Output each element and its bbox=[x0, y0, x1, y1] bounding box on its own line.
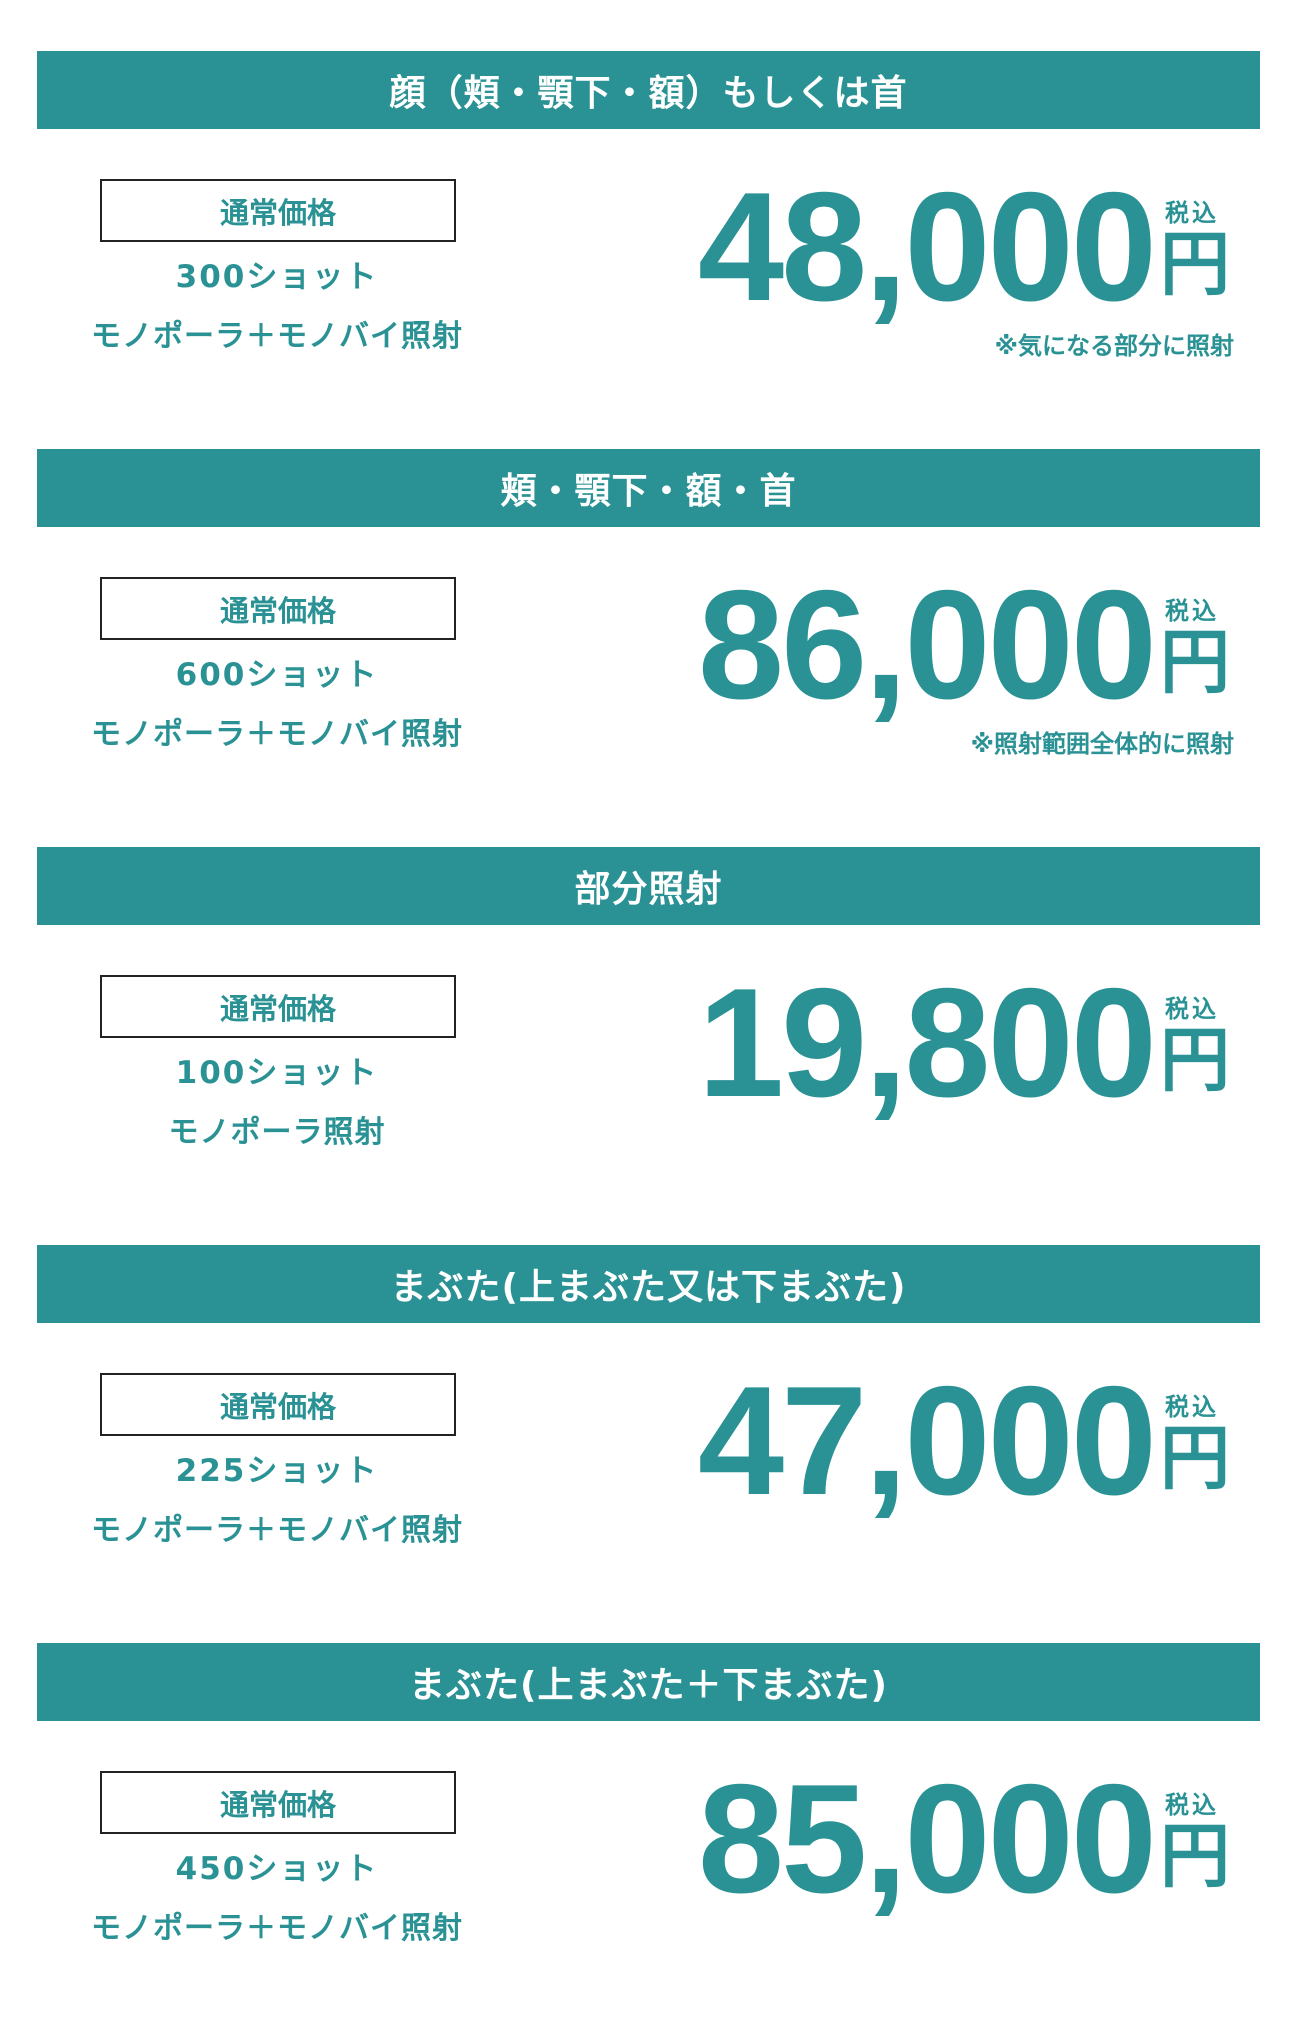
regular-price-label: 通常価格 bbox=[100, 1373, 456, 1436]
price-section: まぶた(上まぶた＋下まぶた) 通常価格 450ショット モノポーラ＋モノバイ照射… bbox=[0, 1643, 1299, 2040]
price-note: ※気になる部分に照射 bbox=[994, 332, 1234, 360]
plan-title: まぶた(上まぶた又は下まぶた) bbox=[37, 1245, 1260, 1323]
tax-included-label: 税込 bbox=[1165, 199, 1219, 227]
yen-unit: 円 bbox=[1160, 1417, 1230, 1499]
yen-unit: 円 bbox=[1160, 1019, 1230, 1101]
irradiation-method: モノポーラ＋モノバイ照射 bbox=[91, 319, 463, 354]
price-section: 部分照射 通常価格 100ショット モノポーラ照射 19,800 税込 円 bbox=[0, 847, 1299, 1244]
irradiation-method: モノポーラ照射 bbox=[168, 1115, 386, 1150]
price-section: 頬・顎下・額・首 通常価格 600ショット モノポーラ＋モノバイ照射 86,00… bbox=[0, 449, 1299, 846]
plan-title: 頬・顎下・額・首 bbox=[37, 449, 1260, 527]
plan-title: 部分照射 bbox=[37, 847, 1260, 925]
irradiation-method: モノポーラ＋モノバイ照射 bbox=[91, 1513, 463, 1548]
price-note: ※照射範囲全体的に照射 bbox=[970, 730, 1234, 758]
shot-count: 225ショット bbox=[175, 1453, 379, 1489]
plan-title: まぶた(上まぶた＋下まぶた) bbox=[37, 1643, 1260, 1721]
yen-unit: 円 bbox=[1160, 223, 1230, 305]
price-amount: 48,000 bbox=[697, 160, 1157, 333]
shot-count: 100ショット bbox=[175, 1055, 379, 1091]
plan-title: 顔（頬・顎下・額）もしくは首 bbox=[37, 51, 1260, 129]
regular-price-label: 通常価格 bbox=[100, 577, 456, 640]
regular-price-label: 通常価格 bbox=[100, 1771, 456, 1834]
yen-unit: 円 bbox=[1160, 1815, 1230, 1897]
irradiation-method: モノポーラ＋モノバイ照射 bbox=[91, 717, 463, 752]
price-amount: 47,000 bbox=[697, 1354, 1157, 1527]
shot-count: 300ショット bbox=[175, 259, 379, 295]
price-amount: 19,800 bbox=[697, 956, 1157, 1129]
tax-included-label: 税込 bbox=[1165, 597, 1219, 625]
regular-price-label: 通常価格 bbox=[100, 975, 456, 1038]
price-section: 顔（頬・顎下・額）もしくは首 通常価格 300ショット モノポーラ＋モノバイ照射… bbox=[0, 51, 1299, 448]
regular-price-label: 通常価格 bbox=[100, 179, 456, 242]
tax-included-label: 税込 bbox=[1165, 1791, 1219, 1819]
tax-included-label: 税込 bbox=[1165, 1393, 1219, 1421]
yen-unit: 円 bbox=[1160, 621, 1230, 703]
tax-included-label: 税込 bbox=[1165, 995, 1219, 1023]
price-section: まぶた(上まぶた又は下まぶた) 通常価格 225ショット モノポーラ＋モノバイ照… bbox=[0, 1245, 1299, 1642]
irradiation-method: モノポーラ＋モノバイ照射 bbox=[91, 1911, 463, 1946]
price-amount: 86,000 bbox=[697, 558, 1157, 731]
shot-count: 600ショット bbox=[175, 657, 379, 693]
shot-count: 450ショット bbox=[175, 1851, 379, 1887]
price-amount: 85,000 bbox=[697, 1752, 1157, 1925]
